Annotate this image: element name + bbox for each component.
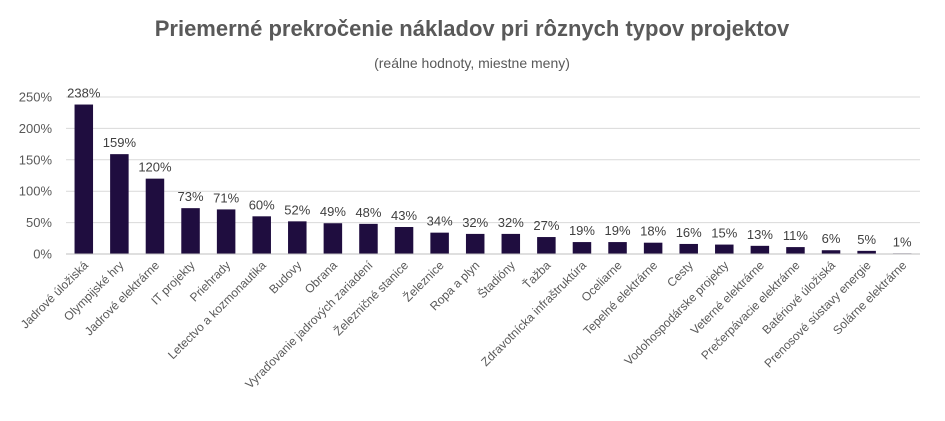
bar xyxy=(501,233,521,254)
bar xyxy=(252,216,271,254)
bar xyxy=(643,242,663,254)
y-axis-ticks: 0% 50% 100% 150% 200% 250% xyxy=(19,90,53,262)
bar xyxy=(821,250,841,254)
data-label: 238% xyxy=(67,86,101,101)
bar xyxy=(465,233,485,254)
data-label: 32% xyxy=(498,215,524,230)
bar xyxy=(359,223,378,254)
bar xyxy=(110,154,129,254)
x-tick-label: Budovy xyxy=(266,258,304,296)
x-tick-label: Štadióny xyxy=(474,258,518,302)
data-label: 11% xyxy=(783,228,808,243)
bar xyxy=(715,244,734,254)
data-label: 71% xyxy=(213,190,239,205)
chart-subtitle: (reálne hodnoty, miestne meny) xyxy=(374,55,570,71)
bar xyxy=(181,208,200,254)
bar xyxy=(430,232,449,254)
data-label: 43% xyxy=(391,208,417,223)
data-label: 34% xyxy=(427,214,453,229)
bar xyxy=(608,242,627,254)
chart-title: Priemerné prekročenie nákladov pri rôzny… xyxy=(155,16,790,41)
data-label: 27% xyxy=(533,218,559,233)
y-tick-label: 150% xyxy=(19,152,53,167)
bar xyxy=(537,237,556,254)
x-tick-label: Cesty xyxy=(664,258,696,290)
data-labels: 238% 159%120% 73% 71% 60% 52% 49% 48% 43% 34% 32% 3… xyxy=(67,86,912,250)
gridlines xyxy=(66,96,920,224)
y-tick-label: 100% xyxy=(19,184,53,199)
bar xyxy=(786,247,805,254)
data-label: 6% xyxy=(822,231,841,246)
y-tick-label: 50% xyxy=(26,215,52,230)
bar xyxy=(857,250,876,254)
data-label: 16% xyxy=(676,225,702,240)
bar xyxy=(750,245,770,254)
data-label: 120% xyxy=(138,160,172,175)
data-label: 32% xyxy=(462,215,488,230)
data-label: 52% xyxy=(284,202,310,217)
bar xyxy=(679,243,698,254)
data-label: 49% xyxy=(320,204,346,219)
y-tick-label: 250% xyxy=(19,90,53,105)
data-label: 18% xyxy=(640,224,666,239)
bar xyxy=(288,221,307,254)
data-label: 48% xyxy=(355,205,381,220)
data-label: 159% xyxy=(103,135,137,150)
data-label: 19% xyxy=(569,223,595,238)
bar xyxy=(572,242,592,254)
bar xyxy=(145,178,165,254)
data-label: 5% xyxy=(857,232,876,247)
data-label: 19% xyxy=(605,223,631,238)
data-label: 15% xyxy=(711,226,737,241)
data-label: 73% xyxy=(178,189,204,204)
bar xyxy=(216,209,236,254)
x-tick-label: Ťažba xyxy=(519,257,553,291)
bars xyxy=(74,104,912,255)
y-tick-label: 0% xyxy=(33,247,52,262)
bar xyxy=(74,104,94,254)
data-label: 13% xyxy=(747,227,773,242)
y-tick-label: 200% xyxy=(19,121,53,136)
bar xyxy=(323,223,343,254)
data-label: 60% xyxy=(249,197,275,212)
data-label: 1% xyxy=(893,234,912,249)
bar xyxy=(394,226,414,254)
